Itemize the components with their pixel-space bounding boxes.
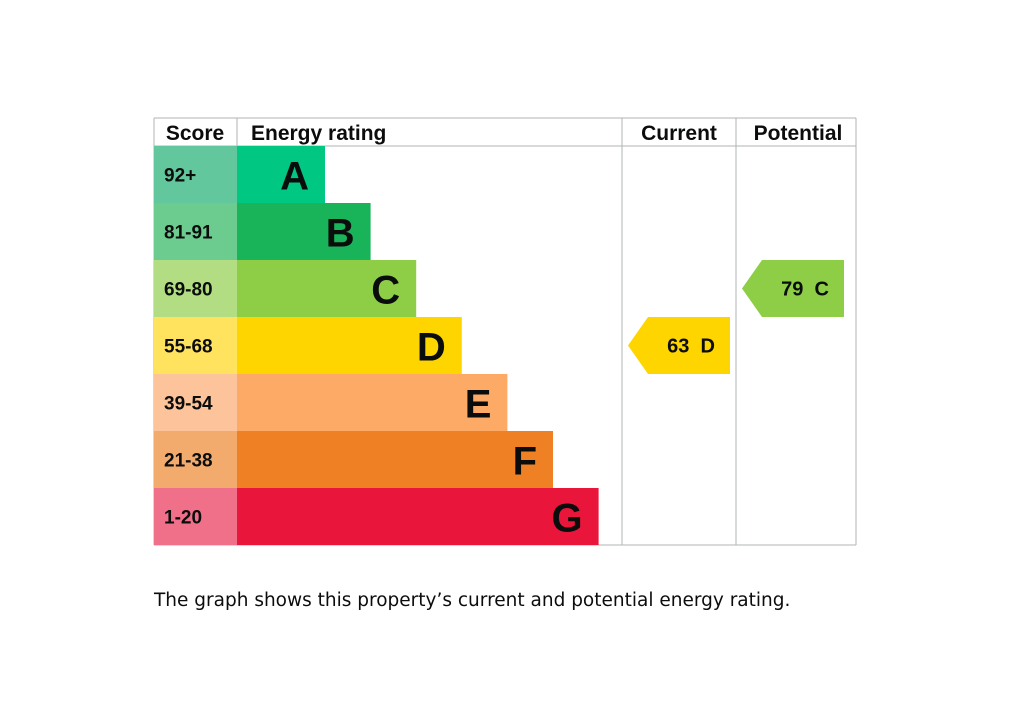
- band-bar-c: [237, 260, 417, 317]
- rating-bands: 92+ A 81-91 B 69-80 C 55-68 D 39-54 E 21-38 F 1-20 G: [154, 146, 599, 545]
- score-label-f: 21-38: [164, 451, 213, 472]
- score-cell-d: [154, 317, 237, 374]
- score-label-d: 55-68: [164, 337, 213, 358]
- score-cell-f: [154, 431, 237, 488]
- score-cell-c: [154, 260, 237, 317]
- header-current: Current: [641, 122, 717, 145]
- chart-caption: The graph shows this property’s current …: [154, 590, 791, 611]
- band-bar-d: [237, 317, 462, 374]
- score-cell-e: [154, 374, 237, 431]
- score-label-a: 92+: [164, 166, 196, 187]
- rating-pointers: 63 D 79 C: [628, 260, 844, 374]
- band-letter-d: D: [417, 326, 446, 370]
- band-letter-a: A: [280, 155, 309, 199]
- header-energy-rating: Energy rating: [251, 122, 386, 145]
- score-cell-g: [154, 488, 237, 545]
- potential-rating-label: 79 C: [781, 279, 829, 301]
- chart-headers: Score Energy rating Current Potential: [166, 122, 843, 145]
- band-letter-c: C: [371, 269, 400, 313]
- score-cell-b: [154, 203, 237, 260]
- score-label-e: 39-54: [164, 394, 213, 415]
- band-bar-g: [237, 488, 599, 545]
- band-bar-e: [237, 374, 508, 431]
- band-letter-b: B: [326, 212, 355, 256]
- potential-rating-arrow: [742, 260, 844, 317]
- header-score: Score: [166, 122, 224, 145]
- score-label-c: 69-80: [164, 280, 213, 301]
- band-letter-e: E: [465, 383, 492, 427]
- band-letter-g: G: [551, 497, 582, 541]
- score-label-g: 1-20: [164, 508, 202, 529]
- score-label-b: 81-91: [164, 223, 213, 244]
- current-rating-label: 63 D: [667, 336, 715, 358]
- current-rating-arrow: [628, 317, 730, 374]
- score-cell-a: [154, 146, 237, 203]
- band-bar-f: [237, 431, 553, 488]
- band-bar-b: [237, 203, 371, 260]
- band-letter-f: F: [513, 440, 537, 484]
- header-potential: Potential: [754, 122, 843, 145]
- band-bar-a: [237, 146, 325, 203]
